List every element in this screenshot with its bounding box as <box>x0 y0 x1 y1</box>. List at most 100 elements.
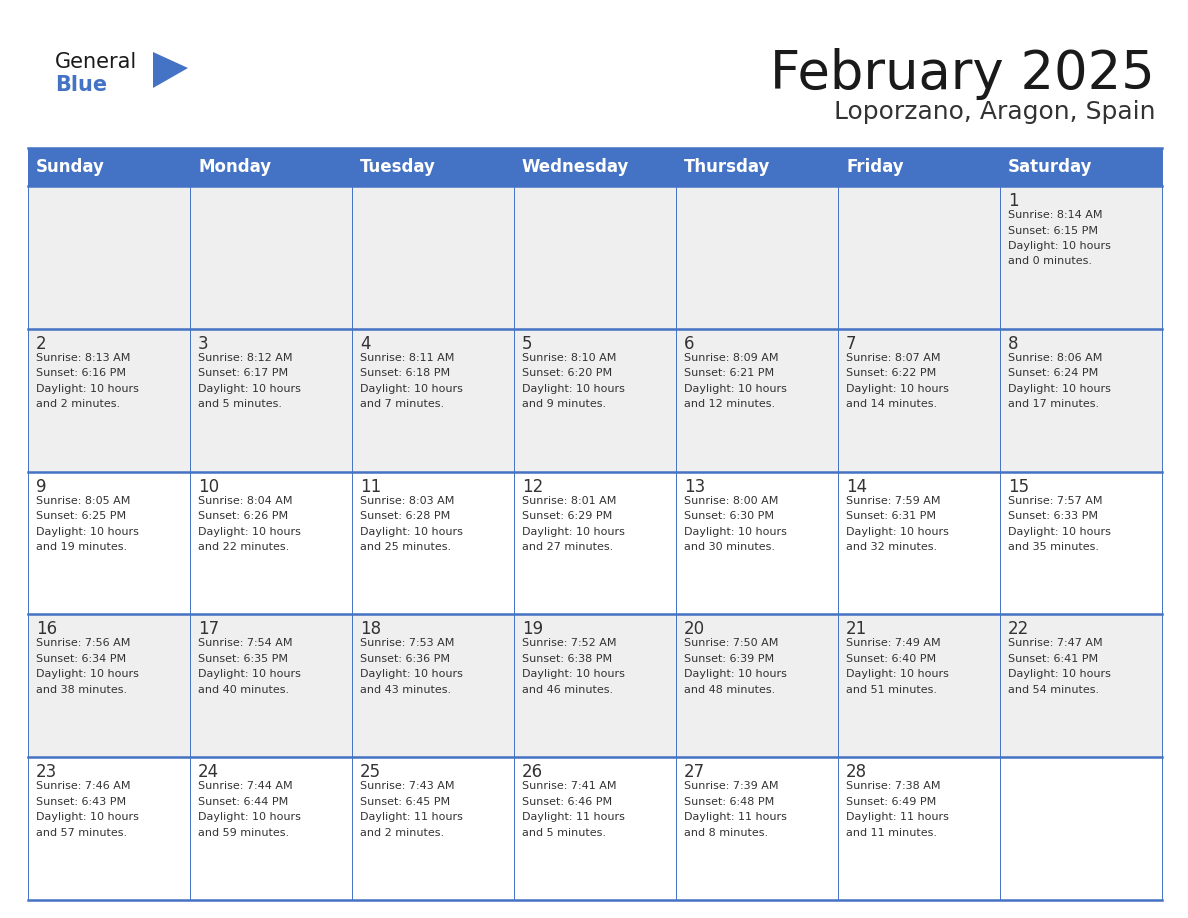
Text: 16: 16 <box>36 621 57 638</box>
Text: Sunset: 6:28 PM: Sunset: 6:28 PM <box>360 511 450 521</box>
Text: Daylight: 10 hours: Daylight: 10 hours <box>1007 241 1111 251</box>
Text: Sunset: 6:31 PM: Sunset: 6:31 PM <box>846 511 936 521</box>
Text: Daylight: 10 hours: Daylight: 10 hours <box>198 812 301 823</box>
Text: Sunset: 6:34 PM: Sunset: 6:34 PM <box>36 654 126 664</box>
Text: Sunset: 6:41 PM: Sunset: 6:41 PM <box>1007 654 1098 664</box>
Text: 19: 19 <box>522 621 543 638</box>
Text: Sunrise: 8:09 AM: Sunrise: 8:09 AM <box>684 353 778 363</box>
Text: Sunset: 6:43 PM: Sunset: 6:43 PM <box>36 797 126 807</box>
Text: 17: 17 <box>198 621 219 638</box>
Text: 7: 7 <box>846 335 857 353</box>
Text: Sunset: 6:35 PM: Sunset: 6:35 PM <box>198 654 287 664</box>
Text: 24: 24 <box>198 763 219 781</box>
Text: and 38 minutes.: and 38 minutes. <box>36 685 127 695</box>
Text: Sunset: 6:21 PM: Sunset: 6:21 PM <box>684 368 775 378</box>
Text: Daylight: 10 hours: Daylight: 10 hours <box>522 384 625 394</box>
Text: Blue: Blue <box>55 75 107 95</box>
Text: Sunrise: 7:43 AM: Sunrise: 7:43 AM <box>360 781 455 791</box>
Text: Friday: Friday <box>846 158 904 176</box>
Text: Sunset: 6:48 PM: Sunset: 6:48 PM <box>684 797 775 807</box>
Text: General: General <box>55 52 138 72</box>
Text: 25: 25 <box>360 763 381 781</box>
Bar <box>29 186 1162 329</box>
Text: Sunrise: 7:52 AM: Sunrise: 7:52 AM <box>522 638 617 648</box>
Text: Sunrise: 8:10 AM: Sunrise: 8:10 AM <box>522 353 617 363</box>
Text: Sunday: Sunday <box>36 158 105 176</box>
Text: Sunset: 6:38 PM: Sunset: 6:38 PM <box>522 654 612 664</box>
Text: Daylight: 10 hours: Daylight: 10 hours <box>846 384 949 394</box>
Text: Sunset: 6:29 PM: Sunset: 6:29 PM <box>522 511 612 521</box>
Text: Sunset: 6:36 PM: Sunset: 6:36 PM <box>360 654 450 664</box>
Text: Daylight: 10 hours: Daylight: 10 hours <box>36 384 139 394</box>
Text: Sunrise: 7:53 AM: Sunrise: 7:53 AM <box>360 638 454 648</box>
Text: and 5 minutes.: and 5 minutes. <box>522 828 606 838</box>
Text: Sunrise: 7:49 AM: Sunrise: 7:49 AM <box>846 638 941 648</box>
Text: 23: 23 <box>36 763 57 781</box>
Text: and 12 minutes.: and 12 minutes. <box>684 399 775 409</box>
Text: and 8 minutes.: and 8 minutes. <box>684 828 769 838</box>
Text: Daylight: 10 hours: Daylight: 10 hours <box>846 527 949 537</box>
Text: Daylight: 10 hours: Daylight: 10 hours <box>684 527 786 537</box>
Text: Daylight: 11 hours: Daylight: 11 hours <box>684 812 786 823</box>
Text: Sunset: 6:15 PM: Sunset: 6:15 PM <box>1007 226 1098 236</box>
Text: and 0 minutes.: and 0 minutes. <box>1007 256 1092 266</box>
Text: Sunrise: 8:03 AM: Sunrise: 8:03 AM <box>360 496 454 506</box>
Text: and 32 minutes.: and 32 minutes. <box>846 543 937 552</box>
Text: Daylight: 10 hours: Daylight: 10 hours <box>1007 527 1111 537</box>
Text: Saturday: Saturday <box>1007 158 1093 176</box>
Text: and 17 minutes.: and 17 minutes. <box>1007 399 1099 409</box>
Text: 26: 26 <box>522 763 543 781</box>
Text: and 30 minutes.: and 30 minutes. <box>684 543 775 552</box>
Text: Sunrise: 7:56 AM: Sunrise: 7:56 AM <box>36 638 131 648</box>
Text: and 19 minutes.: and 19 minutes. <box>36 543 127 552</box>
Text: Sunrise: 7:54 AM: Sunrise: 7:54 AM <box>198 638 292 648</box>
Text: and 48 minutes.: and 48 minutes. <box>684 685 776 695</box>
Text: Daylight: 10 hours: Daylight: 10 hours <box>684 669 786 679</box>
Text: 9: 9 <box>36 477 46 496</box>
Text: 8: 8 <box>1007 335 1018 353</box>
Text: Sunset: 6:46 PM: Sunset: 6:46 PM <box>522 797 612 807</box>
Text: and 14 minutes.: and 14 minutes. <box>846 399 937 409</box>
Text: Sunset: 6:33 PM: Sunset: 6:33 PM <box>1007 511 1098 521</box>
Text: Sunset: 6:18 PM: Sunset: 6:18 PM <box>360 368 450 378</box>
Text: 21: 21 <box>846 621 867 638</box>
Text: and 59 minutes.: and 59 minutes. <box>198 828 289 838</box>
Text: Sunrise: 7:59 AM: Sunrise: 7:59 AM <box>846 496 941 506</box>
Text: 11: 11 <box>360 477 381 496</box>
Text: and 51 minutes.: and 51 minutes. <box>846 685 937 695</box>
Text: Sunrise: 8:05 AM: Sunrise: 8:05 AM <box>36 496 131 506</box>
Text: 13: 13 <box>684 477 706 496</box>
Text: and 22 minutes.: and 22 minutes. <box>198 543 289 552</box>
Text: Daylight: 11 hours: Daylight: 11 hours <box>846 812 949 823</box>
Text: 4: 4 <box>360 335 371 353</box>
Text: Daylight: 11 hours: Daylight: 11 hours <box>360 812 463 823</box>
Text: and 25 minutes.: and 25 minutes. <box>360 543 451 552</box>
Text: Sunrise: 8:07 AM: Sunrise: 8:07 AM <box>846 353 941 363</box>
Text: Daylight: 10 hours: Daylight: 10 hours <box>684 384 786 394</box>
Text: and 2 minutes.: and 2 minutes. <box>36 399 120 409</box>
Text: Sunset: 6:20 PM: Sunset: 6:20 PM <box>522 368 612 378</box>
Text: 28: 28 <box>846 763 867 781</box>
Text: 18: 18 <box>360 621 381 638</box>
Text: Daylight: 10 hours: Daylight: 10 hours <box>198 527 301 537</box>
Bar <box>29 329 1162 472</box>
Text: Sunrise: 7:46 AM: Sunrise: 7:46 AM <box>36 781 131 791</box>
Text: Sunset: 6:26 PM: Sunset: 6:26 PM <box>198 511 289 521</box>
Text: Sunset: 6:16 PM: Sunset: 6:16 PM <box>36 368 126 378</box>
Text: Daylight: 10 hours: Daylight: 10 hours <box>522 669 625 679</box>
Text: Sunset: 6:40 PM: Sunset: 6:40 PM <box>846 654 936 664</box>
Text: and 40 minutes.: and 40 minutes. <box>198 685 289 695</box>
Text: Loporzano, Aragon, Spain: Loporzano, Aragon, Spain <box>834 100 1155 124</box>
Text: Sunrise: 8:01 AM: Sunrise: 8:01 AM <box>522 496 617 506</box>
Text: Daylight: 10 hours: Daylight: 10 hours <box>846 669 949 679</box>
Text: and 27 minutes.: and 27 minutes. <box>522 543 613 552</box>
Text: 20: 20 <box>684 621 706 638</box>
Text: Wednesday: Wednesday <box>522 158 630 176</box>
Bar <box>29 614 1162 757</box>
Text: Sunset: 6:22 PM: Sunset: 6:22 PM <box>846 368 936 378</box>
Text: and 57 minutes.: and 57 minutes. <box>36 828 127 838</box>
Text: Sunrise: 7:38 AM: Sunrise: 7:38 AM <box>846 781 941 791</box>
Text: and 11 minutes.: and 11 minutes. <box>846 828 937 838</box>
Text: Sunrise: 7:50 AM: Sunrise: 7:50 AM <box>684 638 778 648</box>
Text: Sunset: 6:39 PM: Sunset: 6:39 PM <box>684 654 775 664</box>
